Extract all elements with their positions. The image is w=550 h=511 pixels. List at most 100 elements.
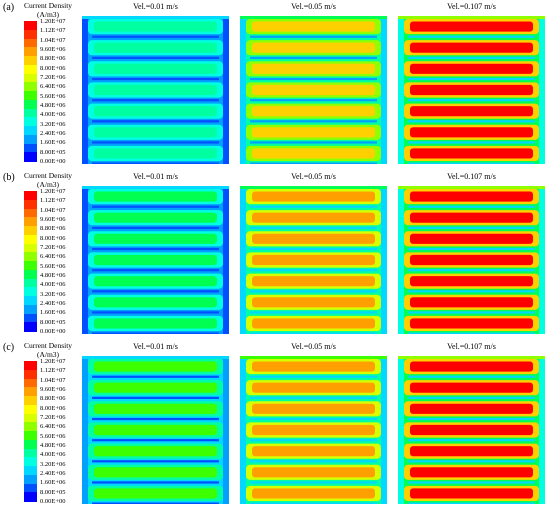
colorbar-tick-label: 1.04E+07 [40, 206, 66, 214]
channel-rib [250, 332, 377, 334]
channel-core [252, 212, 375, 223]
colorbar-tick-label: 0.00E+00 [40, 158, 66, 165]
colorbar-tick-label: 0.00E+00 [40, 328, 66, 335]
colorbar-swatch [24, 404, 37, 414]
channel-rib [408, 417, 535, 421]
colorbar-tick-label: 1.12E+07 [40, 367, 66, 375]
channel-core [410, 467, 533, 478]
channel-rib [250, 226, 377, 229]
channel-core [94, 212, 217, 223]
colorbar-tick-label: 9.60E+06 [40, 216, 66, 223]
colorbar-swatch [24, 296, 37, 306]
colorbar-tick-label: 1.60E+06 [40, 139, 66, 147]
right-manifold [381, 186, 387, 334]
colorbar-tick-label: 6.40E+06 [40, 423, 66, 431]
channel-core [410, 212, 533, 223]
channel-core [252, 403, 375, 414]
colorbar-tick-label: 4.80E+06 [40, 102, 66, 109]
colorbar [24, 361, 37, 502]
channel-core [410, 276, 533, 287]
colorbar-swatch [24, 492, 37, 502]
colorbar-title: Current Density (A/m3) [19, 341, 77, 359]
colorbar-tick-label: 1.12E+07 [40, 27, 66, 35]
channel-rib [408, 226, 535, 229]
colorbar-tick-label: 8.00E+05 [40, 318, 66, 326]
colorbar-ticks: 1.20E+07 1.12E+07 1.04E+07 9.60E+06 8.80E+06… [40, 358, 80, 505]
colorbar-swatch [24, 261, 37, 271]
colorbar-tick-label: 8.00E+05 [40, 148, 66, 156]
left-manifold [240, 16, 246, 164]
colorbar-swatch [24, 448, 37, 458]
colorbar-swatch [24, 117, 37, 127]
channel-rib [250, 269, 377, 272]
channel-core [410, 127, 533, 138]
channel-rib [92, 120, 219, 123]
left-manifold [398, 186, 404, 334]
channel-core [410, 297, 533, 308]
colorbar-title: Current Density (A/m3) [19, 1, 77, 19]
panel-title: Vel.=0.01 m/s [133, 2, 178, 11]
colorbar-tick-label: 8.00E+06 [40, 234, 66, 242]
channel-rib [92, 502, 219, 504]
channel-rib [92, 396, 219, 399]
channel-rib [250, 35, 377, 38]
channel-core [410, 446, 533, 457]
colorbar-swatch [24, 431, 37, 441]
colorbar-tick-label: 1.04E+07 [40, 36, 66, 44]
colorbar-swatch [24, 108, 37, 118]
channel-rib [408, 502, 535, 504]
contour-plot [240, 356, 387, 504]
colorbar-swatch [24, 378, 37, 388]
left-manifold [240, 356, 246, 504]
colorbar-swatch [24, 269, 37, 279]
top-edge [398, 356, 545, 359]
colorbar-tick-label: 3.20E+06 [40, 120, 66, 128]
colorbar-tick-label: 3.20E+06 [40, 290, 66, 298]
colorbar-tick-label: 7.20E+06 [40, 414, 66, 421]
channel-rib [92, 77, 219, 81]
channel-core [94, 148, 217, 159]
colorbar-swatch [24, 243, 37, 253]
colorbar-swatch [24, 226, 37, 236]
contour-plot [82, 16, 229, 164]
channel-rib [408, 481, 535, 484]
channel-rib [250, 120, 377, 123]
colorbar-tick-label: 8.80E+06 [40, 395, 66, 403]
figure-row: (c) Current Density (A/m3) 1.20E+07 1.12E+07… [0, 340, 550, 506]
colorbar-swatch [24, 143, 37, 153]
contour-plot [240, 16, 387, 164]
channel-core [252, 297, 375, 308]
channel-rib [92, 162, 219, 164]
colorbar-swatch [24, 134, 37, 144]
channel-core [252, 488, 375, 499]
colorbar-tick-label: 4.80E+06 [40, 442, 66, 449]
channel-core [252, 233, 375, 244]
colorbar-tick-label: 1.60E+06 [40, 309, 66, 317]
channel-core [410, 21, 533, 32]
colorbar-tick-label: 3.20E+06 [40, 460, 66, 468]
colorbar-swatch [24, 457, 37, 467]
channel-rib [250, 290, 377, 293]
channel-rib [250, 56, 377, 59]
contour-panel [82, 186, 229, 334]
channel-core [252, 191, 375, 202]
panel-title: Vel.=0.107 m/s [447, 2, 496, 11]
channel-rib [92, 141, 219, 144]
panel-title: Vel.=0.05 m/s [291, 2, 336, 11]
top-edge [240, 16, 387, 19]
channel-rib [408, 396, 535, 399]
channel-core [410, 361, 533, 372]
channel-rib [250, 77, 377, 81]
channel-core [252, 127, 375, 138]
channel-core [94, 446, 217, 457]
contour-plot [240, 186, 387, 334]
channel-core [252, 63, 375, 74]
channel-rib [250, 205, 377, 208]
colorbar-swatch [24, 396, 37, 406]
colorbar-tick-label: 6.40E+06 [40, 253, 66, 261]
contour-plot [398, 186, 545, 334]
channel-core [252, 106, 375, 117]
colorbar-swatch [24, 191, 37, 201]
channel-core [252, 42, 375, 53]
channel-rib [250, 311, 377, 314]
